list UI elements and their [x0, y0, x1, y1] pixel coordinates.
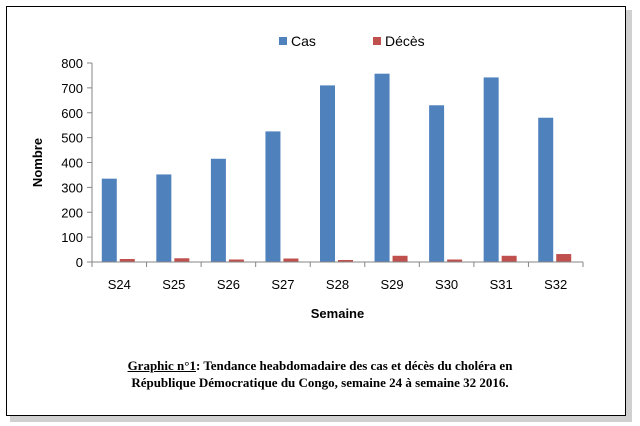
y-tick-label: 300 [61, 180, 83, 195]
x-tick-label: S27 [271, 277, 294, 292]
x-tick-label: S26 [217, 277, 240, 292]
legend-swatch [373, 37, 381, 45]
bar-deces [174, 258, 190, 262]
bar-deces [119, 259, 135, 262]
bar-cas [374, 73, 390, 262]
bar-cas [538, 117, 554, 262]
y-tick-label: 400 [61, 156, 83, 171]
bar-deces [556, 254, 572, 262]
caption-line-1: : Tendance heabdomadaire des cas et décè… [195, 358, 513, 373]
y-tick-label: 0 [76, 255, 83, 270]
x-tick-label: S29 [380, 277, 403, 292]
y-tick-label: 200 [61, 205, 83, 220]
x-tick-label: S24 [108, 277, 131, 292]
x-tick-label: S32 [544, 277, 567, 292]
bar-deces [338, 260, 353, 262]
bar-cas [429, 105, 445, 262]
bar-deces [447, 259, 463, 262]
bar-cas [320, 85, 335, 262]
legend-swatch [279, 37, 287, 45]
bar-deces [501, 255, 517, 262]
bar-cas [483, 77, 499, 263]
y-axis-title: Nombre [30, 138, 45, 187]
bars [101, 73, 572, 263]
y-tick-label: 100 [61, 230, 83, 245]
y-tick-label: 600 [61, 106, 83, 121]
x-tick-label: S31 [490, 277, 513, 292]
bar-cas [101, 178, 117, 262]
caption-line-2: République Démocratique du Congo, semain… [131, 375, 509, 390]
y-tick-label: 500 [61, 131, 83, 146]
y-axis: 0 100 200 300 400 500 600 700 800 [61, 56, 93, 270]
x-axis-title: Semaine [311, 306, 364, 321]
legend-label: Cas [291, 33, 316, 49]
caption-prefix: Graphic n°1 [127, 358, 196, 373]
y-tick-label: 800 [61, 56, 83, 71]
x-axis: S24 S25 S26 S27 S28 S29 S30 S31 S32 [91, 261, 584, 292]
figure-caption: Graphic n°1: Tendance heabdomadaire des … [0, 357, 640, 391]
legend-label: Décès [385, 33, 425, 49]
y-tick-label: 700 [61, 81, 83, 96]
bar-cas [156, 174, 172, 262]
bar-deces [283, 258, 299, 262]
x-tick-label: S30 [435, 277, 458, 292]
bar-cas [265, 131, 281, 262]
x-tick-label: S25 [162, 277, 185, 292]
bar-deces [228, 259, 244, 262]
bar-cas [210, 158, 226, 262]
x-tick-label: S28 [326, 277, 349, 292]
bar-deces [392, 255, 408, 262]
legend: Cas Décès [279, 33, 425, 49]
